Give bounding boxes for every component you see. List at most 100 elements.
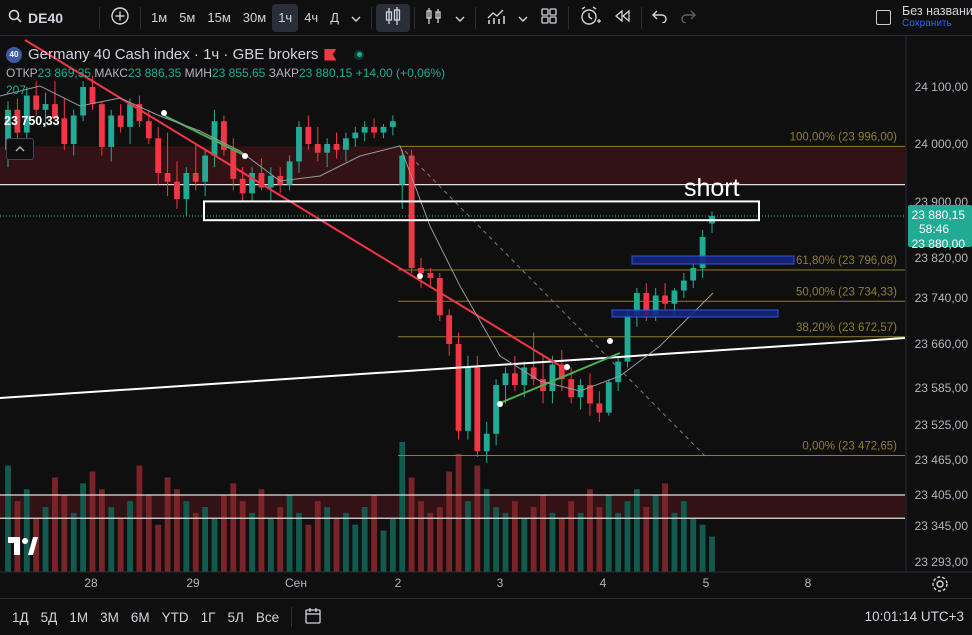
high-value: 23 886,35 — [127, 66, 182, 80]
symbol-search[interactable]: DE40 — [0, 4, 69, 32]
volume-bar — [709, 536, 715, 572]
alert-button[interactable] — [573, 4, 607, 32]
candle-body — [333, 144, 340, 150]
candle-body — [427, 273, 434, 278]
candle-body — [305, 126, 312, 144]
collapse-legend-button[interactable] — [6, 138, 34, 160]
range-5d[interactable]: 5Д — [40, 609, 58, 625]
volume-bar — [446, 471, 453, 572]
volume-bar — [624, 501, 631, 572]
candle-body — [117, 115, 124, 127]
chart-title[interactable]: Germany 40 Cash index · 1ч · GBE brokers — [28, 46, 319, 63]
candle-body — [324, 144, 331, 153]
replay-button[interactable] — [607, 4, 637, 32]
candle-body — [521, 367, 528, 386]
open-label: ОТКР — [6, 66, 38, 80]
save-link[interactable]: Сохранить — [902, 18, 952, 29]
indicators-button[interactable] — [419, 4, 449, 32]
candle-body — [61, 118, 68, 144]
candle-body — [361, 126, 368, 133]
bar-countdown: 58:46 — [919, 222, 949, 236]
layout-checkbox[interactable] — [876, 10, 891, 25]
templates-button[interactable] — [534, 4, 564, 32]
range-ytd[interactable]: YTD — [161, 609, 189, 625]
flag-icon[interactable] — [324, 48, 337, 61]
volume-bar — [89, 471, 96, 572]
volume-bar — [408, 477, 415, 572]
chart-type-dropdown[interactable] — [449, 4, 471, 32]
candle-body — [352, 132, 359, 139]
candle-body — [239, 178, 246, 194]
volume-bar — [80, 483, 87, 572]
range-3m[interactable]: 3М — [100, 609, 119, 625]
range-5y[interactable]: 5Л — [227, 609, 244, 625]
last-close-tag: 23 880,00 — [912, 237, 966, 251]
candle-body — [699, 237, 706, 268]
chevron-down-icon — [455, 10, 465, 25]
undo-icon — [652, 9, 668, 26]
interval-1h[interactable]: 1ч — [272, 3, 299, 32]
blue-box — [611, 309, 779, 318]
goto-date-button[interactable] — [298, 607, 328, 628]
candle-body — [267, 175, 274, 188]
volume-bar — [371, 495, 377, 572]
volume-bar — [286, 495, 293, 572]
save-layout[interactable]: Без названия Сохранить — [902, 4, 972, 29]
add-symbol-button[interactable] — [104, 4, 136, 32]
fib-level-label: 100,00% (23 996,00) — [790, 131, 898, 143]
interval-1m[interactable]: 1м — [151, 10, 168, 25]
price-chart[interactable]: 100,00% (23 996,00)61,80% (23 796,08)50,… — [0, 36, 972, 598]
volume-bar — [502, 512, 509, 572]
candle-body — [145, 121, 152, 139]
change-value: +14,00 (+0,06%) — [355, 66, 446, 80]
undo-button[interactable] — [646, 4, 674, 32]
range-1d[interactable]: 1Д — [12, 609, 29, 625]
rewind-icon — [613, 9, 631, 26]
range-all[interactable]: Все — [255, 609, 280, 625]
ohlc-values: ОТКР23 869,35 МАКС23 886,35 МИН23 855,65… — [6, 66, 445, 80]
interval-30m[interactable]: 30м — [242, 10, 267, 25]
gear-icon[interactable] — [931, 575, 949, 593]
interval-1d[interactable]: Д — [330, 10, 340, 25]
low-label: МИН — [184, 66, 212, 80]
volume-bar — [343, 512, 349, 572]
candle-body — [399, 155, 406, 185]
close-label: ЗАКР — [268, 66, 299, 80]
volume-bar — [652, 495, 659, 572]
crosshair-price: 23 750,33 — [4, 114, 60, 128]
candle-body — [690, 268, 697, 281]
interval-15m[interactable]: 15м — [207, 10, 231, 25]
volume-bar — [42, 507, 49, 572]
candle-body — [511, 373, 518, 386]
candle-body — [296, 126, 302, 162]
candle-body — [164, 173, 171, 182]
range-1m[interactable]: 1М — [69, 609, 89, 625]
volume-bar — [296, 512, 302, 572]
candle-body — [183, 173, 190, 200]
range-6m[interactable]: 6М — [130, 609, 150, 625]
interval-4h[interactable]: 4ч — [304, 10, 319, 25]
compare-dropdown[interactable] — [512, 4, 534, 32]
volume-bar — [577, 512, 584, 572]
candles-button[interactable] — [376, 3, 411, 32]
interval-dropdown[interactable] — [345, 4, 367, 32]
candle-body — [249, 173, 255, 194]
volume-bar — [98, 489, 105, 572]
volume-bar — [314, 501, 321, 572]
volume-bar — [399, 442, 406, 572]
fib-level-label: 0,00% (23 472,65) — [802, 441, 897, 453]
candle-body — [474, 367, 481, 452]
interval-5m[interactable]: 5м — [179, 10, 196, 25]
price-tick-label: 23 820,00 — [915, 251, 969, 265]
volume-bar — [493, 507, 500, 572]
redo-button[interactable] — [674, 4, 702, 32]
range-1y[interactable]: 1Г — [200, 609, 216, 625]
clock[interactable]: 10:01:14 UTC+3 — [864, 609, 964, 624]
volume-bar — [145, 495, 152, 572]
compare-button[interactable] — [480, 4, 512, 32]
anchor-point — [242, 153, 248, 159]
chevron-up-icon — [15, 143, 25, 155]
candle-body — [380, 126, 387, 133]
volume-bar — [192, 512, 199, 572]
open-value: 23 869,35 — [37, 66, 92, 80]
